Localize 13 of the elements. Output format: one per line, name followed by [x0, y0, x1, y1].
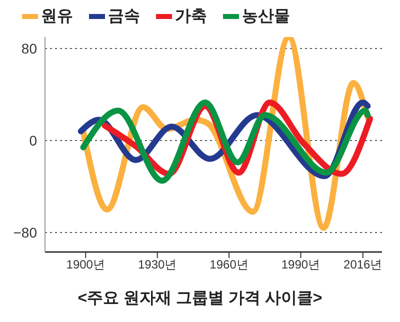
x-tick-label: 1900년 [66, 258, 105, 272]
legend-label: 금속 [108, 7, 140, 27]
legend-label: 가축 [175, 7, 207, 27]
x-tick-label: 1960년 [210, 258, 248, 272]
x-tick-label: 1930년 [138, 258, 177, 272]
x-tick-label: 1990년 [281, 258, 320, 272]
text: <주요 원자재 그룹별 가격 사이클> [76, 289, 324, 309]
y-tick-label: 80 [21, 40, 38, 56]
legend-label: 농산물 [242, 7, 290, 27]
y-tick-label: −80 [13, 224, 38, 240]
legend-label: 원유 [41, 7, 73, 27]
x-tick-label: 2016년 [344, 258, 382, 272]
y-tick-label: 0 [29, 132, 38, 148]
